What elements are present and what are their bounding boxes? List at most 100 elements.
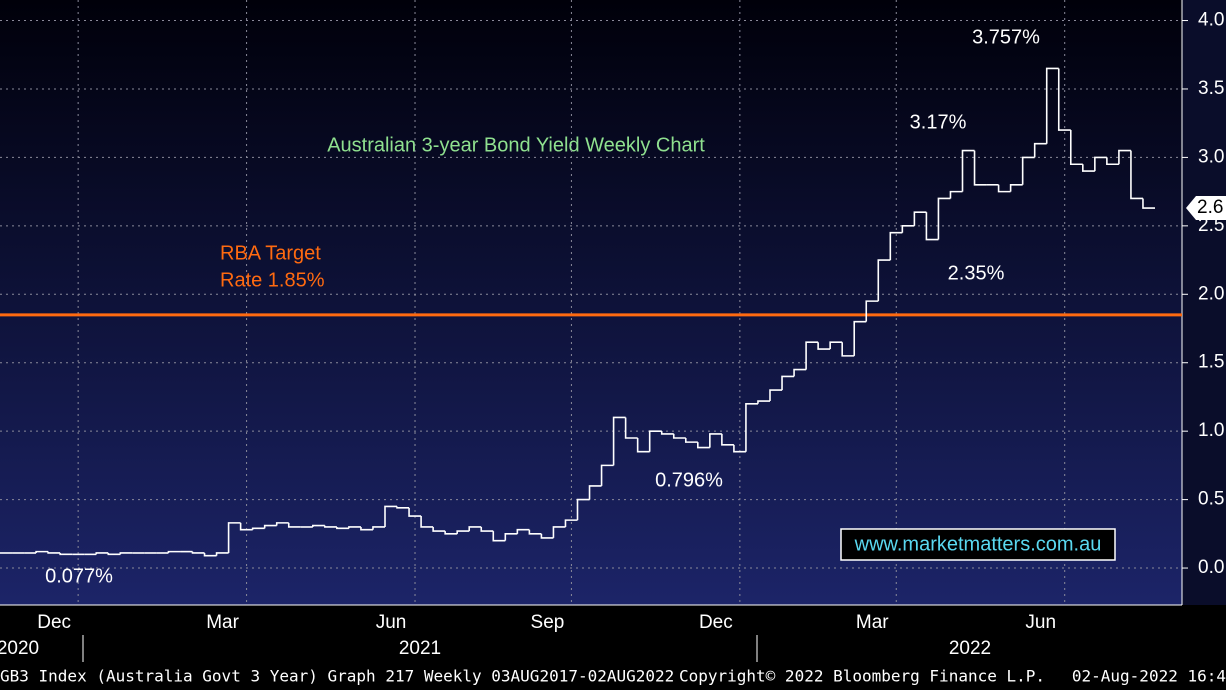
weekly-bar: [925, 212, 939, 241]
weekly-bar: [263, 524, 277, 529]
weekly-bar: [203, 552, 217, 557]
axis-area: [1182, 0, 1226, 605]
weekly-bar: [576, 498, 590, 521]
weekly-bar: [709, 433, 722, 448]
weekly-bar: [973, 150, 987, 186]
weekly-bar: [528, 529, 542, 535]
weekly-bar: [781, 375, 795, 391]
weekly-bar: [480, 526, 494, 532]
weekly-bar: [336, 526, 349, 530]
plot-area: [0, 0, 1182, 605]
weekly-bar: [215, 552, 229, 556]
x-tick-label: Jun: [376, 612, 407, 633]
weekly-bar: [1142, 198, 1155, 209]
weekly-bar: [889, 231, 903, 261]
reference-label: Rate 1.85%: [220, 269, 325, 291]
weekly-bar: [949, 190, 963, 199]
x-tick-label: Sep: [531, 612, 565, 633]
last-value-tag: [1186, 196, 1226, 221]
weekly-bar: [552, 526, 566, 538]
y-tick-label: 1.0: [1198, 420, 1224, 441]
x-tick-label: Jun: [1025, 612, 1056, 633]
y-tick-label: 3.5: [1198, 78, 1224, 99]
weekly-bar: [913, 211, 927, 226]
weekly-bar: [1033, 142, 1047, 158]
weekly-bar: [348, 526, 361, 529]
weekly-bar: [1106, 157, 1119, 166]
weekly-bar: [684, 438, 698, 443]
x-tick-label: Dec: [37, 612, 71, 633]
weekly-bar: [697, 442, 710, 449]
y-tick-label: 0.5: [1198, 489, 1224, 510]
weekly-bar: [805, 341, 819, 370]
y-tick-label: 4.0: [1198, 10, 1224, 31]
weekly-bar: [588, 485, 602, 500]
weekly-bar: [853, 320, 867, 356]
weekly-bar: [312, 524, 325, 527]
weekly-bar: [901, 225, 915, 233]
weekly-bar: [239, 522, 253, 531]
weekly-bar: [324, 525, 337, 528]
weekly-bar: [516, 528, 530, 534]
weekly-bar: [35, 550, 49, 553]
weekly-bar: [191, 551, 205, 554]
weekly-bar: [1069, 130, 1083, 166]
weekly-bar: [107, 552, 121, 556]
watermark: www.marketmatters.com.au: [854, 533, 1102, 555]
weekly-bar: [504, 533, 518, 541]
weekly-bar: [793, 368, 807, 377]
x-tick-label: Mar: [856, 612, 889, 633]
weekly-bar: [1082, 164, 1095, 172]
weekly-bar: [372, 526, 385, 530]
weekly-bar: [829, 341, 843, 350]
weekly-bar: [251, 527, 265, 530]
weekly-bar: [612, 416, 626, 466]
weekly-bar: [1009, 183, 1023, 192]
weekly-bar: [636, 438, 650, 453]
year-label: 2021: [399, 638, 441, 659]
weekly-bar: [360, 526, 373, 531]
annotation: 0.796%: [655, 469, 723, 491]
weekly-bar: [384, 505, 398, 527]
weekly-bar: [468, 526, 482, 532]
weekly-bar: [997, 184, 1011, 193]
reference-label: RBA Target: [220, 242, 321, 264]
weekly-bar: [564, 519, 578, 527]
weekly-bar: [877, 259, 891, 302]
weekly-bar: [1045, 67, 1059, 144]
weekly-bar: [841, 342, 855, 357]
x-tick-label: Dec: [699, 612, 733, 633]
weekly-bar: [59, 552, 73, 556]
weekly-bar: [648, 430, 662, 452]
weekly-bar: [540, 533, 554, 539]
weekly-bar: [95, 552, 109, 555]
weekly-bar: [733, 444, 746, 453]
footer-text: GB3 Index (Australia Govt 3 Year) Graph …: [0, 667, 674, 686]
annotation: 0.077%: [45, 565, 113, 587]
y-tick-label: 2.0: [1198, 283, 1224, 304]
weekly-bar: [119, 552, 133, 555]
annotation: 3.757%: [972, 26, 1040, 48]
year-label: 2020: [0, 638, 39, 659]
x-tick-label: Mar: [206, 612, 239, 633]
weekly-bar: [745, 402, 758, 452]
y-tick-label: 0.0: [1198, 557, 1224, 578]
weekly-bar: [865, 300, 879, 322]
annotation: 2.35%: [948, 262, 1005, 284]
weekly-bar: [1094, 156, 1107, 172]
weekly-bar: [961, 149, 975, 192]
weekly-bar: [420, 516, 434, 528]
weekly-bar: [492, 531, 506, 542]
weekly-bar: [817, 342, 831, 350]
y-tick-label: 1.5: [1198, 352, 1224, 373]
weekly-bar: [1130, 150, 1143, 200]
weekly-bar: [275, 522, 289, 526]
weekly-bar: [600, 464, 614, 486]
weekly-bar: [1118, 149, 1131, 165]
weekly-bar: [721, 433, 734, 446]
weekly-bar: [937, 197, 951, 240]
watermark-box: [840, 528, 1116, 561]
y-tick-label: 2.5: [1198, 215, 1224, 236]
last-value-label: 2.6: [1197, 197, 1223, 218]
